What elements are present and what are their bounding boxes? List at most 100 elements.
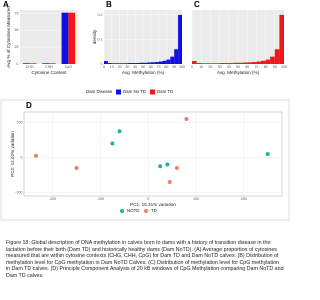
y-tick-label: 0 — [21, 155, 23, 159]
histogram-bar — [242, 62, 248, 64]
bar — [22, 63, 30, 64]
figure: 0 25 50 75 A Cytosine Context Avg % of Cytosin… — [0, 0, 290, 221]
panel-letter: D — [26, 101, 32, 110]
legend-label: Dam TD — [157, 89, 173, 94]
x-tick-label: 90 — [273, 65, 277, 69]
x-tick-label: 50 — [141, 65, 145, 69]
x-tick-label: CHG — [26, 65, 34, 69]
y-tick-label: 100 — [17, 120, 23, 124]
point — [167, 180, 172, 184]
histogram-bar — [131, 63, 136, 64]
y-tick-label: 0 — [17, 62, 19, 66]
y-axis-label: Avg % of Cytosines Measured — [6, 6, 11, 68]
histogram-bar — [233, 62, 238, 64]
bar — [49, 63, 56, 64]
x-axis-label: PC1: 15.31% variation — [130, 202, 176, 207]
legend-swatch — [120, 209, 124, 213]
y-tick-label: 0.1 — [98, 37, 103, 41]
x-axis-label: Avg. Methylation (%) — [217, 70, 260, 75]
y-tick-label: 0.2 — [98, 13, 103, 17]
histogram-bar — [261, 60, 266, 64]
histogram-bar — [146, 62, 151, 64]
legend-swatch — [144, 209, 148, 213]
x-tick-label: 90 — [172, 65, 176, 69]
x-tick-label: 70 — [254, 65, 258, 69]
x-tick-label: CHH — [45, 65, 53, 69]
x-tick-label: 0 — [191, 65, 193, 69]
x-tick-label: -100 — [97, 197, 104, 201]
bar — [61, 12, 69, 64]
x-tick-label: -200 — [49, 197, 56, 201]
histogram-bar — [256, 61, 261, 64]
histogram-bar — [238, 62, 243, 64]
y-tick-label: 0 — [101, 62, 103, 66]
x-tick-label: 60 — [245, 65, 249, 69]
x-tick-label: 20 — [208, 65, 212, 69]
y-axis-label: density — [92, 29, 97, 44]
histogram-bar — [251, 62, 257, 64]
histogram-bar — [270, 56, 275, 64]
histogram-bar — [265, 59, 271, 64]
histogram-bar — [107, 63, 112, 64]
histogram-bar — [139, 62, 143, 64]
legend-label: Dam No TD — [123, 89, 146, 94]
legend-swatch — [116, 89, 121, 95]
point — [174, 166, 179, 170]
histogram-bar — [192, 61, 197, 64]
page: {"chart_data": [ {"type": "bar", "panel"… — [0, 0, 290, 279]
x-tick-label: 100 — [281, 65, 287, 69]
x-tick-label: CpG — [65, 65, 73, 69]
bar — [29, 63, 37, 64]
x-tick-label: 0 — [147, 197, 149, 201]
histogram-bar — [219, 63, 225, 64]
point — [74, 166, 79, 170]
x-tick-label: 100 — [193, 197, 199, 201]
histogram-bar — [154, 62, 159, 64]
caption: Figure 18: Global description of DNA met… — [6, 240, 284, 279]
histogram-bar — [178, 14, 182, 64]
legend-label: NOTD — [127, 208, 139, 213]
histogram-bar — [279, 14, 284, 64]
histogram-bar — [170, 56, 175, 64]
histogram-bar — [224, 63, 229, 64]
x-tick-label: 60 — [149, 65, 153, 69]
histogram-bar — [205, 63, 211, 64]
histogram-bar — [162, 60, 167, 64]
point — [33, 153, 38, 158]
histogram-bar — [127, 63, 132, 64]
histogram-bar — [123, 63, 128, 64]
panel-letter: C — [194, 0, 200, 9]
x-tick-label: 20 — [118, 65, 122, 69]
histogram-bar — [201, 63, 206, 64]
histogram-bar — [274, 49, 280, 64]
histogram-bar — [158, 61, 163, 64]
legend-title: Dam Disease — [86, 89, 113, 94]
point — [110, 141, 115, 146]
histogram-bar — [143, 62, 147, 64]
panel-letter: A — [3, 0, 9, 9]
x-tick-label: 80 — [164, 65, 168, 69]
x-tick-label: 40 — [133, 65, 137, 69]
point — [184, 117, 189, 121]
legend-label: TD — [151, 208, 157, 213]
x-tick-label: 80 — [264, 65, 268, 69]
panel-frame — [0, 99, 290, 221]
histogram-bar — [150, 62, 155, 64]
panel-letter: B — [106, 0, 112, 9]
y-tick-label: 25 — [15, 45, 19, 49]
histogram-bar — [119, 63, 124, 64]
point — [265, 152, 270, 156]
plot-background — [23, 111, 283, 197]
x-tick-label: 50 — [236, 65, 240, 69]
x-tick-label: 100 — [179, 65, 185, 69]
point — [158, 164, 163, 169]
x-tick-label: 10 — [199, 65, 203, 69]
x-axis-label: Avg. Methylation (%) — [122, 70, 165, 75]
point — [117, 129, 122, 134]
histogram-bar — [215, 63, 220, 64]
histogram-bar — [166, 59, 171, 64]
histogram-bar — [196, 63, 202, 64]
histogram-bar — [228, 63, 234, 64]
histogram-bar — [210, 63, 215, 64]
histogram-bar — [135, 63, 140, 64]
